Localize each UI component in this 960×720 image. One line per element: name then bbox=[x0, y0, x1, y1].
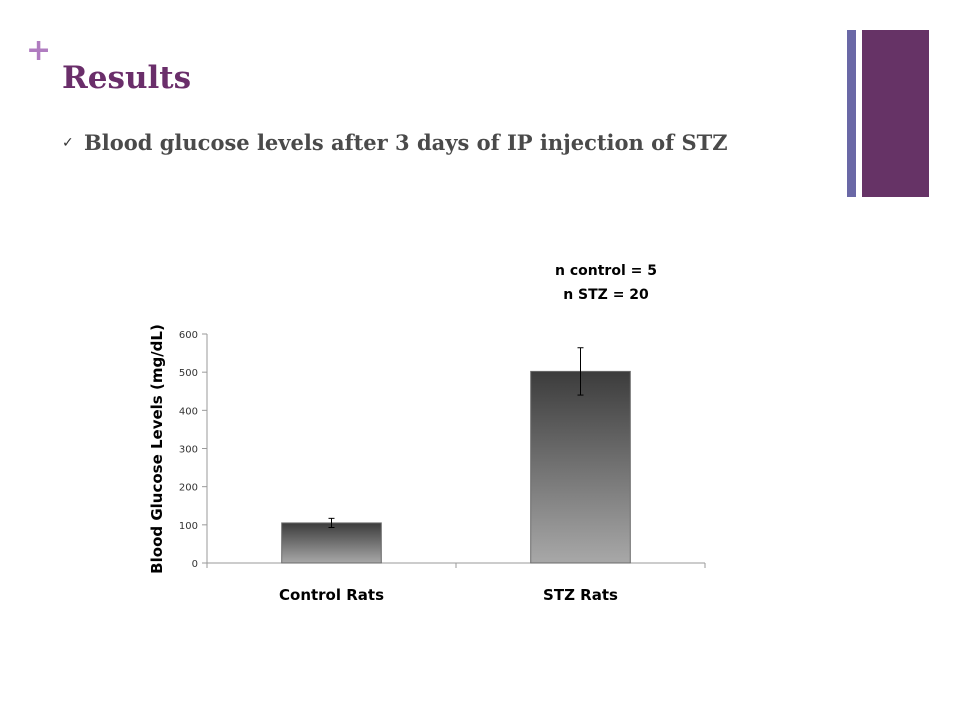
y-tick-label: 100 bbox=[179, 521, 198, 532]
y-tick-label: 0 bbox=[192, 559, 198, 570]
y-axis: 0 100 200 300 400 500 600 bbox=[179, 330, 208, 570]
category-label: STZ Rats bbox=[543, 586, 618, 604]
checkmark-icon: ✓ bbox=[62, 134, 74, 151]
y-tick-label: 300 bbox=[179, 445, 198, 456]
annotations: n control = 5 n STZ = 20 bbox=[555, 263, 657, 303]
annotation-text: n STZ = 20 bbox=[563, 287, 649, 303]
slide-title: Results bbox=[62, 60, 192, 96]
y-axis-label: Blood Glucose Levels (mg/dL) bbox=[148, 324, 166, 574]
category-label: Control Rats bbox=[279, 586, 384, 604]
bullet-text: Blood glucose levels after 3 days of IP … bbox=[84, 130, 728, 155]
y-tick-label: 400 bbox=[179, 406, 198, 417]
bar-1 bbox=[281, 522, 382, 564]
plus-icon: + bbox=[26, 33, 52, 68]
x-axis bbox=[206, 562, 706, 568]
bullet-item: ✓ Blood glucose levels after 3 days of I… bbox=[62, 130, 728, 155]
annotation-text: n control = 5 bbox=[555, 263, 657, 279]
accent-bar-thick bbox=[862, 30, 929, 197]
category-labels: Control Rats STZ Rats bbox=[279, 586, 618, 604]
y-tick-label: 600 bbox=[179, 330, 198, 341]
accent-bar-thin bbox=[847, 30, 856, 197]
bar-2 bbox=[530, 370, 631, 564]
y-tick-label: 200 bbox=[179, 483, 198, 494]
error-bars bbox=[328, 347, 584, 529]
bar-chart: 0 100 200 300 400 500 600 Control Rats STZ Rats… bbox=[148, 263, 706, 604]
y-tick-label: 500 bbox=[179, 368, 198, 379]
chart-container: 0 100 200 300 400 500 600 Control Rats STZ Rats… bbox=[130, 240, 770, 625]
bars bbox=[281, 370, 631, 564]
